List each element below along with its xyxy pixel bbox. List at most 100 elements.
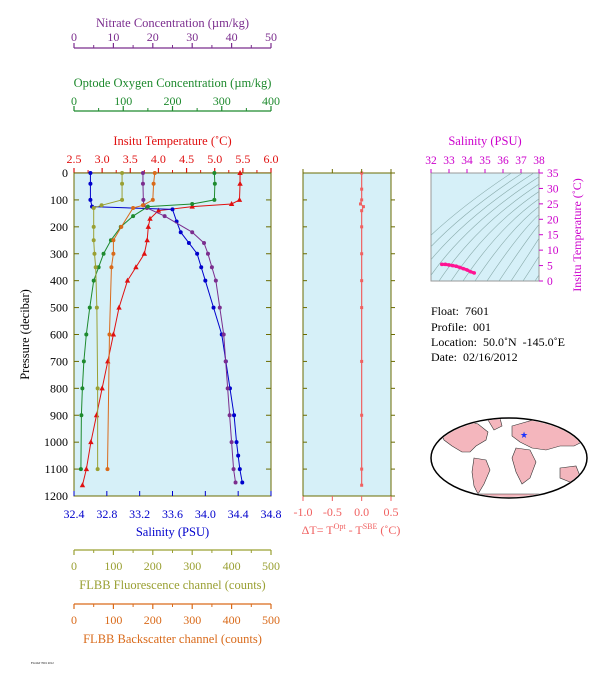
- delta-t-tick-label: 0.0: [354, 505, 369, 519]
- temperature-point: [116, 304, 122, 310]
- ts-salinity-tick-label: 34: [461, 155, 473, 167]
- ts-axes: 32 33 34 35 36 37 38 Salinity (PSU) 0 5 10 15 20 25 30…: [425, 134, 584, 292]
- ts-temperature-tick-label: 25: [547, 199, 559, 211]
- delta-t-point: [360, 252, 364, 256]
- delta-t-point: [360, 279, 364, 283]
- footer-stamp: FLOAT 7601 2012: [31, 661, 54, 665]
- world-map: ★: [430, 417, 588, 499]
- temperature-tick-label: 5.5: [235, 152, 250, 166]
- delta-t-point: [360, 306, 364, 310]
- pressure-tick-label: 1100: [44, 462, 68, 476]
- density-contour: [462, 198, 539, 281]
- salinity-point: [237, 467, 242, 472]
- salinity-point: [240, 480, 245, 485]
- pressure-tick-label: 0: [62, 166, 68, 180]
- delta-t-point: [360, 198, 364, 202]
- ts-temperature-tick-label: 30: [547, 183, 559, 195]
- ts-salinity-tick-label: 36: [497, 155, 509, 167]
- ts-series: [440, 262, 477, 275]
- backscatter-point: [109, 265, 114, 270]
- temperature-tick-label: 3.5: [123, 152, 138, 166]
- oxygen-tick-label: 400: [262, 94, 280, 108]
- ts-point: [458, 265, 462, 270]
- delta-t-plot-area: [302, 172, 392, 497]
- backscatter-point: [111, 238, 116, 243]
- ts-density-contours: [431, 173, 539, 281]
- ts-point: [454, 264, 459, 268]
- nitrate-point: [227, 413, 232, 418]
- ts-point: [461, 266, 466, 271]
- temperature-point: [236, 196, 243, 202]
- nitrate-tick-label: 40: [226, 30, 238, 44]
- ts-point: [472, 271, 477, 275]
- delta-t-tick-label: 0.5: [384, 505, 399, 519]
- oxygen-point: [131, 214, 136, 219]
- delta-t-point: [360, 225, 364, 229]
- salinity-tick-label: 33.6: [162, 507, 183, 521]
- delta-t-point: [360, 209, 364, 213]
- density-contour: [431, 173, 512, 236]
- nitrate-point: [209, 265, 214, 270]
- delta-t-title-xlabel_mid: - T: [346, 523, 364, 537]
- temperature-tick-label: 3.0: [95, 152, 110, 166]
- main-series: [78, 170, 245, 488]
- ts-salinity-tick-label: 33: [443, 155, 455, 167]
- temperature-point: [141, 250, 148, 256]
- float-location-marker: ★: [520, 430, 528, 440]
- pressure-axis: 0 100 200 300 400 500 600 700 800 900 1000 1100 1200…: [18, 166, 271, 503]
- oxygen-point: [91, 278, 96, 283]
- ts-point: [465, 268, 469, 272]
- oxygen-point: [79, 413, 84, 418]
- fluorescence-profile-line: [93, 173, 123, 470]
- salinity-point: [88, 181, 93, 186]
- fluorescence-point: [94, 305, 99, 310]
- ts-point: [450, 263, 455, 268]
- ts-track: [441, 262, 475, 275]
- nitrate-point: [229, 440, 234, 445]
- ts-temperature-tick-label: 35: [547, 168, 559, 180]
- pressure-tick-label: 200: [50, 220, 68, 234]
- delta-t-title-xlabel_main: ΔT= T: [302, 523, 335, 537]
- fluorescence-point: [93, 265, 98, 270]
- fluorescence-point: [91, 224, 96, 229]
- delta-t-tick-label: -1.0: [294, 505, 313, 519]
- delta-t-title-xlabel_end: (˚C): [377, 523, 400, 537]
- oxygen-tick-label: 100: [114, 94, 132, 108]
- temperature-axis: 2.5 3.0 3.5 4.0 4.5 5.0 5.5 6.0 Insitu Temperatu…: [67, 134, 279, 174]
- nitrate-tick-label: 10: [107, 30, 119, 44]
- backscatter-point: [131, 205, 136, 210]
- temperature-point: [99, 385, 105, 391]
- fluorescence-point: [91, 238, 96, 243]
- oxygen-point: [212, 171, 217, 175]
- density-contour: [486, 214, 539, 281]
- nitrate-point: [225, 386, 230, 391]
- nitrate-point: [140, 171, 145, 175]
- delta-t-point: [361, 205, 365, 209]
- temperature-tick-label: 4.5: [179, 152, 194, 166]
- pressure-tick-label: 500: [50, 301, 68, 315]
- temperature-point: [144, 237, 150, 243]
- temperature-axis-title: Insitu Temperature (˚C): [113, 134, 231, 148]
- delta-t-point: [360, 187, 364, 191]
- oxygen-point: [190, 201, 195, 206]
- profile-date: Date: 02/16/2012: [431, 350, 518, 364]
- salinity-point: [236, 453, 241, 458]
- pressure-tick-label: 1000: [44, 435, 68, 449]
- oxygen-point: [78, 467, 83, 472]
- fluorescence-point: [120, 171, 125, 175]
- backscatter-tick-label: 0: [71, 613, 77, 627]
- nitrate-point: [162, 214, 167, 219]
- ts-temperature-tick-label: 10: [547, 245, 559, 257]
- fluorescence-axis: 0 100 200 300 400 500 FLBB Fluorescence channe…: [71, 549, 280, 592]
- fluorescence-tick-label: 400: [223, 559, 241, 573]
- backscatter-tick-label: 300: [183, 613, 201, 627]
- backscatter-point: [140, 203, 145, 208]
- backscatter-point: [151, 181, 156, 186]
- delta-t-title-xlabel_sup1: Opt: [334, 522, 347, 531]
- fluorescence-point: [95, 467, 100, 472]
- delta-t-axis-title: ΔT= TOpt - TSBE (˚C): [302, 522, 401, 537]
- salinity-point: [88, 171, 93, 175]
- backscatter-axis-title: FLBB Backscatter channel (counts): [83, 632, 262, 646]
- ts-salinity-tick-label: 37: [515, 155, 527, 167]
- temperature-point: [228, 200, 235, 206]
